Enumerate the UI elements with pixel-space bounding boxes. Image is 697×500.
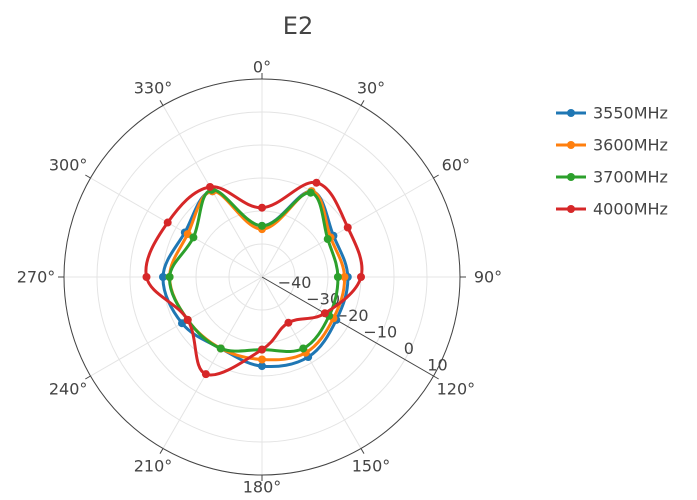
radial-tick-label: −10 [363, 323, 397, 342]
angular-tick [360, 100, 365, 106]
angular-tick-label: 330° [134, 79, 173, 98]
angular-tick [433, 375, 439, 380]
data-point-3600MHz [340, 273, 349, 281]
data-point-4000MHz [206, 182, 215, 191]
data-point-3700MHz [165, 273, 174, 281]
angular-tick-label: 180° [243, 478, 282, 497]
data-point-4000MHz [312, 178, 321, 187]
radial-tick-label: 10 [427, 356, 447, 375]
data-point-3700MHz [333, 273, 342, 281]
data-point-4000MHz [183, 315, 192, 324]
legend-swatch-marker [567, 109, 575, 117]
angular-tick-label: 300° [49, 156, 88, 175]
angular-tick [433, 174, 439, 179]
data-point-4000MHz [258, 345, 266, 354]
angular-grid-line [90, 276, 263, 377]
legend-item-3700MHz[interactable]: 3700MHz [556, 168, 668, 187]
data-point-4000MHz [320, 309, 329, 318]
legend-label: 3600MHz [593, 136, 668, 155]
angular-tick-label: 210° [134, 456, 173, 475]
legend-swatch-marker [567, 141, 575, 149]
data-point-3550MHz [258, 362, 266, 371]
legend[interactable]: 3550MHz 3600MHz 3700MHz 4000MHz [556, 104, 668, 219]
radial-tick-label: −40 [278, 273, 312, 292]
legend-label: 3700MHz [593, 168, 668, 187]
data-point-4000MHz [343, 223, 352, 232]
legend-item-3550MHz[interactable]: 3550MHz [556, 104, 668, 123]
radial-axis: −40−30−20−10 0 10 [261, 273, 448, 377]
data-point-3700MHz [216, 344, 225, 353]
legend-label: 4000MHz [593, 200, 668, 219]
angular-tick-label: 270° [17, 268, 56, 287]
radial-tick-label: 0 [404, 339, 414, 358]
chart-title: E2 [283, 12, 313, 40]
angular-tick-label: 90° [474, 268, 502, 287]
angular-tick [159, 100, 164, 106]
data-point-4000MHz [142, 273, 151, 281]
legend-label: 3550MHz [593, 104, 668, 123]
legend-item-4000MHz[interactable]: 4000MHz [556, 200, 668, 219]
angular-tick-label: 0° [253, 58, 271, 77]
legend-swatch-marker [567, 173, 575, 181]
angular-tick [159, 448, 164, 454]
angular-grid-line [261, 276, 362, 449]
radial-axis-line [261, 276, 434, 377]
angular-tick-label: 30° [357, 79, 385, 98]
legend-swatch-marker [567, 205, 575, 213]
angular-tick-labels: 0° 30° 60° 90° 120° 150° 180° 210° 240° 270° 300° 3… [17, 58, 502, 497]
angular-tick [85, 375, 91, 380]
radial-tick-label: −20 [335, 306, 369, 325]
angular-tick [85, 174, 91, 179]
data-point-3700MHz [323, 235, 332, 244]
data-point-4000MHz [258, 203, 266, 212]
angular-grid-line [162, 276, 263, 449]
legend-item-3600MHz[interactable]: 3600MHz [556, 136, 668, 155]
data-point-4000MHz [163, 218, 172, 227]
data-point-3700MHz [306, 188, 315, 197]
data-point-3700MHz [258, 221, 266, 230]
angular-tick-label: 120° [437, 379, 476, 398]
data-point-3700MHz [299, 344, 308, 353]
data-point-3600MHz [258, 355, 266, 364]
data-point-4000MHz [284, 318, 293, 327]
angular-tick [360, 448, 365, 454]
angular-tick-label: 60° [442, 156, 470, 175]
data-point-3700MHz [189, 233, 198, 242]
angular-tick-label: 150° [352, 456, 391, 475]
data-point-3550MHz [159, 273, 167, 281]
data-point-4000MHz [357, 273, 365, 281]
series-layer [142, 178, 365, 379]
angular-tick-label: 240° [49, 379, 88, 398]
radial-tick-label: −30 [306, 290, 340, 309]
angular-grid-line [90, 177, 263, 278]
data-point-4000MHz [201, 370, 210, 379]
